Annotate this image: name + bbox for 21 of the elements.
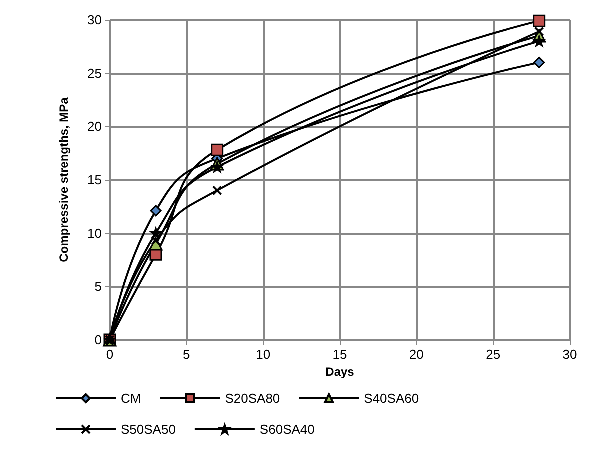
x-tick-label: 0 bbox=[106, 347, 114, 362]
x-axis-title: Days bbox=[326, 364, 355, 379]
legend-label: S40SA60 bbox=[364, 391, 420, 406]
x-tick-label: 30 bbox=[562, 347, 578, 362]
y-tick-label: 0 bbox=[94, 332, 102, 348]
y-tick-label: 20 bbox=[88, 119, 102, 134]
legend-label: S50SA50 bbox=[121, 422, 176, 437]
x-tick-label: 20 bbox=[409, 347, 424, 362]
legend-label: S60SA40 bbox=[260, 422, 315, 437]
x-tick-label: 25 bbox=[486, 347, 501, 362]
legend-label: S20SA80 bbox=[225, 391, 280, 406]
y-tick-label: 5 bbox=[94, 279, 102, 294]
legend-label: CM bbox=[121, 391, 142, 406]
y-tick-label: 30 bbox=[88, 12, 102, 28]
y-axis-title: Compressive strengths, MPa bbox=[57, 97, 71, 262]
x-tick-label: 10 bbox=[256, 347, 271, 362]
x-tick-label: 15 bbox=[332, 347, 348, 362]
y-tick-label: 10 bbox=[88, 226, 102, 241]
y-tick-label: 15 bbox=[88, 172, 102, 188]
y-tick-label: 25 bbox=[88, 66, 102, 81]
x-tick-label: 5 bbox=[183, 347, 190, 362]
